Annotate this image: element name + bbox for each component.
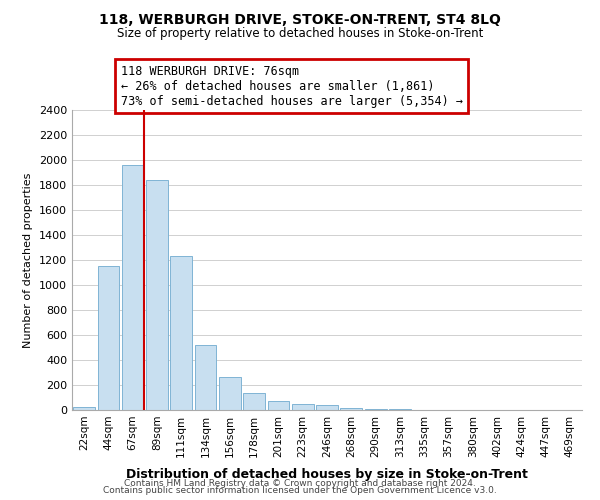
Bar bbox=[316, 405, 338, 410]
Bar bbox=[292, 404, 314, 410]
Text: 118 WERBURGH DRIVE: 76sqm
← 26% of detached houses are smaller (1,861)
73% of se: 118 WERBURGH DRIVE: 76sqm ← 26% of detac… bbox=[121, 64, 463, 108]
Text: 118, WERBURGH DRIVE, STOKE-ON-TRENT, ST4 8LQ: 118, WERBURGH DRIVE, STOKE-ON-TRENT, ST4… bbox=[99, 12, 501, 26]
Bar bbox=[73, 407, 95, 410]
Bar bbox=[122, 165, 143, 410]
Bar bbox=[243, 392, 265, 410]
Bar bbox=[268, 400, 289, 410]
Text: Contains public sector information licensed under the Open Government Licence v3: Contains public sector information licen… bbox=[103, 486, 497, 495]
Text: Size of property relative to detached houses in Stoke-on-Trent: Size of property relative to detached ho… bbox=[117, 28, 483, 40]
Text: Contains HM Land Registry data © Crown copyright and database right 2024.: Contains HM Land Registry data © Crown c… bbox=[124, 478, 476, 488]
X-axis label: Distribution of detached houses by size in Stoke-on-Trent: Distribution of detached houses by size … bbox=[126, 468, 528, 481]
Bar bbox=[340, 408, 362, 410]
Bar bbox=[170, 256, 192, 410]
Bar bbox=[146, 180, 168, 410]
Bar bbox=[219, 377, 241, 410]
Bar bbox=[365, 409, 386, 410]
Bar bbox=[97, 266, 119, 410]
Y-axis label: Number of detached properties: Number of detached properties bbox=[23, 172, 34, 348]
Bar bbox=[194, 345, 217, 410]
